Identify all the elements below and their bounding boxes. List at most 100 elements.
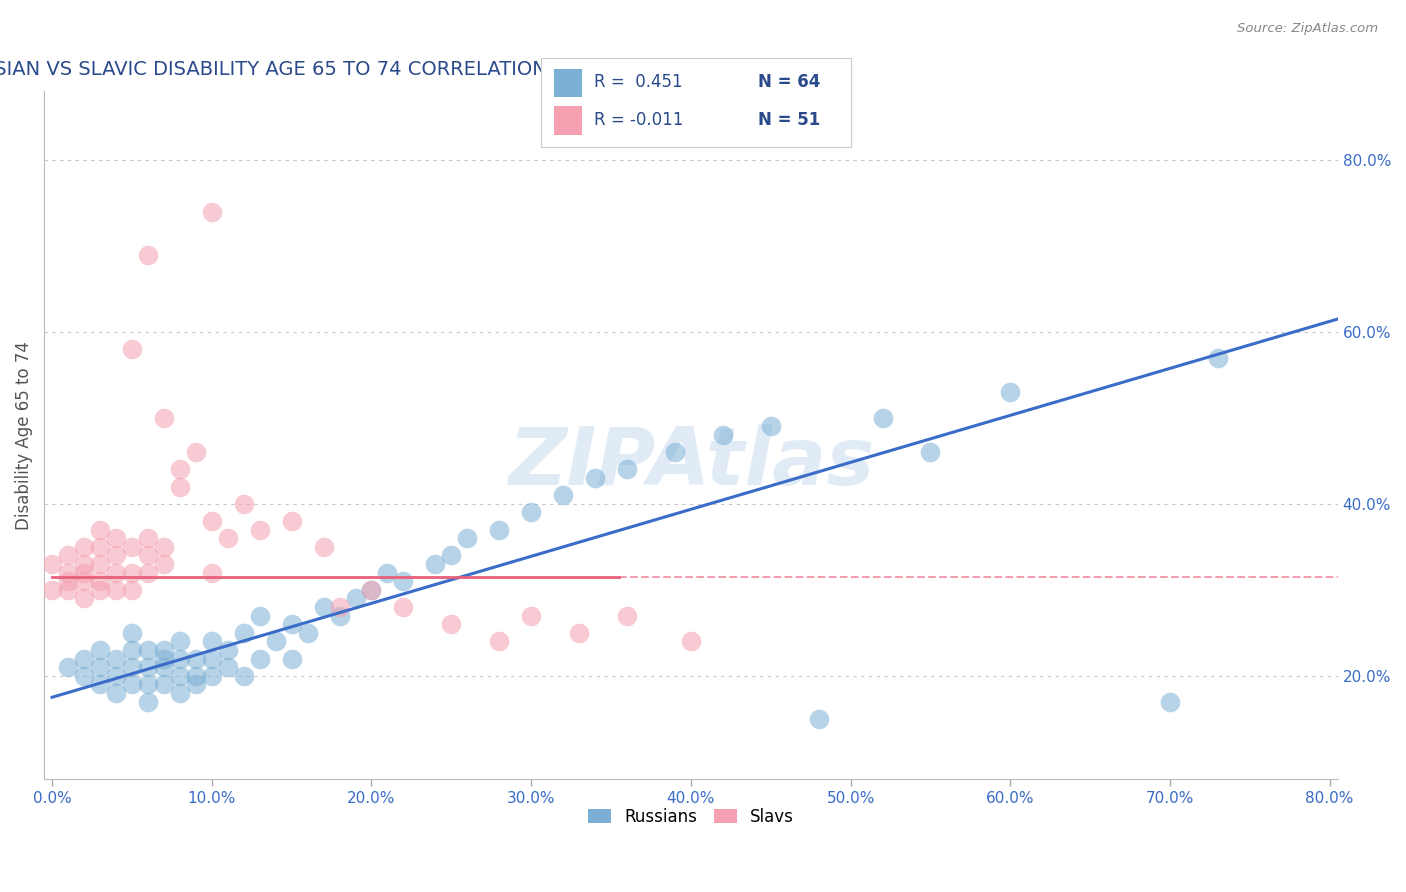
Point <box>456 531 478 545</box>
Point <box>73 566 96 580</box>
Point <box>89 677 111 691</box>
Point <box>153 540 176 554</box>
Point <box>440 549 463 563</box>
Point <box>1159 694 1181 708</box>
Point <box>169 651 191 665</box>
Point <box>201 514 224 528</box>
Point <box>201 651 224 665</box>
Point <box>121 643 143 657</box>
Point <box>872 410 894 425</box>
Point <box>73 669 96 683</box>
Text: Source: ZipAtlas.com: Source: ZipAtlas.com <box>1237 22 1378 36</box>
Point <box>1000 385 1022 400</box>
Point <box>264 634 287 648</box>
Point <box>201 566 224 580</box>
Point <box>1206 351 1229 365</box>
Bar <box>554 106 582 135</box>
Point <box>344 591 367 606</box>
Point <box>121 540 143 554</box>
Point <box>312 599 335 614</box>
Point <box>41 557 63 571</box>
Point <box>312 540 335 554</box>
Point <box>280 514 302 528</box>
Point <box>328 608 350 623</box>
Point <box>153 651 176 665</box>
Y-axis label: Disability Age 65 to 74: Disability Age 65 to 74 <box>15 341 32 530</box>
Point <box>583 471 606 485</box>
Point <box>616 608 638 623</box>
Point <box>920 445 942 459</box>
Point <box>104 686 127 700</box>
Point <box>232 625 254 640</box>
Text: ZIPAtlas: ZIPAtlas <box>508 424 875 501</box>
Point <box>553 488 575 502</box>
Point <box>169 634 191 648</box>
Point <box>136 549 159 563</box>
Point <box>41 582 63 597</box>
Point <box>759 419 782 434</box>
Point <box>392 574 415 589</box>
Point <box>89 574 111 589</box>
Point <box>360 582 382 597</box>
Point <box>136 247 159 261</box>
Text: R =  0.451: R = 0.451 <box>593 73 682 91</box>
Point <box>488 523 510 537</box>
Point <box>73 591 96 606</box>
Point <box>73 540 96 554</box>
Point <box>104 549 127 563</box>
Point <box>328 599 350 614</box>
Point <box>249 651 271 665</box>
Point <box>104 669 127 683</box>
Point <box>153 557 176 571</box>
Text: N = 51: N = 51 <box>758 112 820 129</box>
Point <box>121 566 143 580</box>
Point <box>153 410 176 425</box>
Bar <box>554 69 582 97</box>
Point <box>711 428 734 442</box>
Point <box>201 669 224 683</box>
Point <box>121 342 143 356</box>
Point <box>153 677 176 691</box>
Point <box>121 660 143 674</box>
Point <box>440 617 463 632</box>
Point <box>56 574 79 589</box>
Point <box>136 660 159 674</box>
Point <box>377 566 399 580</box>
Text: N = 64: N = 64 <box>758 73 820 91</box>
Point <box>89 540 111 554</box>
Point <box>232 497 254 511</box>
Point <box>89 523 111 537</box>
Point <box>280 651 302 665</box>
Point <box>616 462 638 476</box>
Point <box>89 643 111 657</box>
Point <box>664 445 686 459</box>
Point <box>136 677 159 691</box>
Point <box>169 669 191 683</box>
Point <box>568 625 591 640</box>
Point <box>136 566 159 580</box>
Point <box>89 557 111 571</box>
Point <box>679 634 702 648</box>
Point <box>520 608 543 623</box>
Point <box>201 204 224 219</box>
Point <box>104 651 127 665</box>
Text: R = -0.011: R = -0.011 <box>593 112 683 129</box>
Point <box>217 643 239 657</box>
Text: RUSSIAN VS SLAVIC DISABILITY AGE 65 TO 74 CORRELATION CHART: RUSSIAN VS SLAVIC DISABILITY AGE 65 TO 7… <box>0 60 619 78</box>
Point <box>56 566 79 580</box>
Point <box>56 549 79 563</box>
Point <box>169 480 191 494</box>
Legend: Russians, Slavs: Russians, Slavs <box>581 801 801 832</box>
Point <box>89 660 111 674</box>
Point <box>121 625 143 640</box>
Point <box>136 531 159 545</box>
Point <box>392 599 415 614</box>
Point <box>425 557 447 571</box>
Point <box>232 669 254 683</box>
Point <box>807 712 830 726</box>
Point <box>121 677 143 691</box>
Point <box>184 669 207 683</box>
Point <box>136 643 159 657</box>
Point <box>297 625 319 640</box>
Point <box>104 566 127 580</box>
